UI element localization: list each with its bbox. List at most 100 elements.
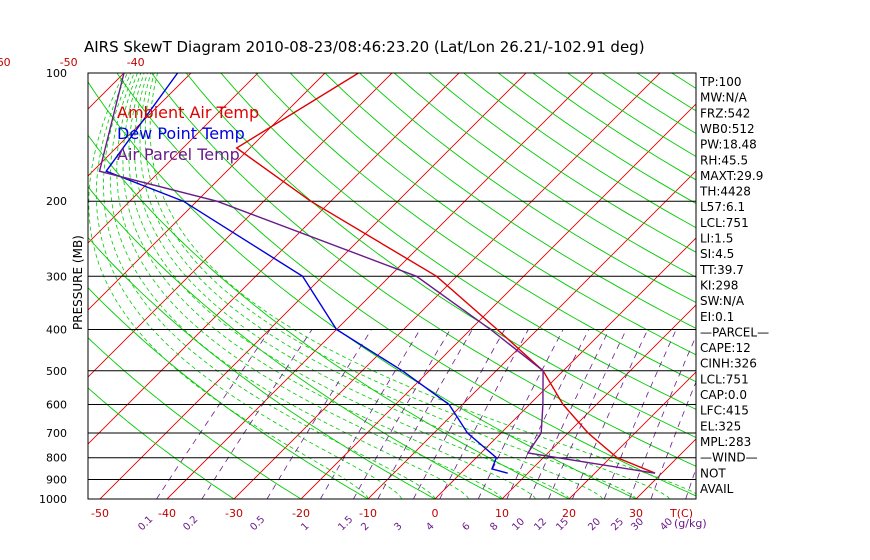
mixing-ratio-label: 0.2	[181, 514, 200, 533]
stat-item: LFC:415	[700, 404, 749, 418]
pressure-tick-label: 200	[46, 195, 67, 208]
mixing-ratio-line	[603, 329, 677, 499]
isotherm-line	[837, 73, 870, 499]
dry-adiabat-line	[394, 73, 696, 278]
stat-item: CAP:0.0	[700, 388, 747, 402]
chart-title: AIRS SkewT Diagram 2010-08-23/08:46:23.2…	[84, 38, 645, 56]
mixing-ratio-label: 25	[609, 516, 626, 533]
dry-adiabat-line	[116, 73, 696, 497]
mixing-ratio-label: 1	[299, 521, 311, 533]
mixing-ratio-label: 10	[510, 516, 527, 533]
stat-item: LCL:751	[700, 216, 749, 230]
bottom-temp-label: 10	[495, 507, 509, 520]
mixing-ratio-label: 8	[488, 521, 500, 533]
dry-adiabat-line	[324, 73, 696, 329]
pressure-tick-label: 300	[46, 270, 67, 283]
pressure-tick-label: 500	[46, 365, 67, 378]
y-axis-label: PRESSURE (MB)	[71, 235, 85, 330]
dry-adiabat-line	[88, 337, 302, 499]
stat-item: MW:N/A	[700, 91, 748, 105]
mixing-ratio-line	[629, 335, 696, 499]
isotherm-line	[300, 103, 696, 499]
mixing-ratio-label: 6	[460, 521, 472, 533]
mixing-ratio-label: 4	[424, 521, 436, 533]
stat-item: RH:45.5	[700, 153, 748, 167]
mixing-ratio-label: 1.5	[336, 514, 355, 533]
moist-adiabat-line	[149, 73, 696, 495]
legend-entry: Air Parcel Temp	[117, 145, 240, 164]
dry-adiabat-line	[498, 73, 696, 205]
moist-adiabat-line	[128, 73, 570, 499]
bottom-temp-label: -20	[292, 507, 310, 520]
stat-item: NOT	[700, 466, 726, 480]
stat-item: EL:325	[700, 419, 741, 433]
dry-adiabat-line	[289, 73, 696, 356]
mixing-ratio-line	[320, 329, 421, 499]
stat-item: LI:1.5	[700, 232, 733, 246]
stat-item: L57:6.1	[700, 200, 745, 214]
isotherm-line	[501, 304, 696, 499]
profile-ambient-air-temp	[235, 73, 656, 474]
bottom-temp-label: 20	[562, 507, 576, 520]
dry-adiabat-line	[151, 73, 696, 467]
top-temp-label: -50	[60, 56, 78, 69]
stat-item: TP:100	[699, 75, 742, 89]
top-temp-label: -40	[127, 56, 145, 69]
pressure-tick-label: 600	[46, 398, 67, 411]
moist-adiabat-line	[139, 73, 637, 499]
legend-entry: Dew Point Temp	[117, 124, 245, 143]
moist-adiabat-line	[122, 73, 536, 499]
legend-entry: Ambient Air Temp	[117, 103, 259, 122]
dry-adiabat-line	[88, 387, 235, 499]
pressure-tick-label: 800	[46, 452, 67, 465]
pressure-tick-label: 1000	[39, 493, 67, 506]
dry-adiabat-line	[88, 186, 503, 499]
stat-item: PW:18.48	[700, 138, 757, 152]
isotherm-line	[434, 237, 696, 499]
isotherm-line	[568, 371, 696, 499]
mixing-ratio-line	[377, 329, 473, 499]
stat-item: AVAIL	[700, 482, 734, 496]
stat-item: CINH:326	[700, 357, 757, 371]
dry-adiabat-line	[88, 287, 369, 499]
pressure-tick-label: 400	[46, 323, 67, 336]
isotherm-line	[88, 73, 460, 445]
mixing-ratio-label: 2	[359, 521, 371, 533]
pressure-tick-label: 100	[46, 67, 67, 80]
isotherm-line	[88, 73, 192, 177]
bottom-temp-label: 0	[432, 507, 439, 520]
profile-air-parcel-temp	[98, 73, 656, 474]
isotherm-line	[166, 73, 594, 499]
stat-item: —WIND—	[700, 451, 758, 465]
pressure-tick-label: 900	[46, 474, 67, 487]
temp-unit-label: T(C)	[669, 507, 693, 520]
dry-adiabat-line	[220, 73, 696, 410]
dry-adiabat-line	[463, 73, 696, 229]
isotherm-line	[88, 73, 326, 311]
isotherm-line	[88, 73, 259, 244]
mixing-ratio-label: 12	[532, 516, 549, 533]
bottom-temp-label: 30	[629, 507, 643, 520]
moist-adiabat-line	[109, 73, 469, 499]
stat-item: WB0:512	[700, 122, 755, 136]
moist-adiabat-line	[144, 73, 670, 499]
isotherm-line	[88, 73, 393, 378]
moist-adiabat-line	[134, 73, 603, 499]
stat-item: SI:4.5	[700, 247, 734, 261]
stat-item: CAPE:12	[700, 341, 751, 355]
dry-adiabat-line	[255, 73, 696, 383]
mixing-ratio-label: 0.1	[136, 514, 155, 533]
mixing-ratio-label: 0.5	[248, 514, 267, 533]
stat-item: MAXT:29.9	[700, 169, 763, 183]
dry-adiabat-line	[359, 73, 696, 304]
bottom-temp-label: -40	[158, 507, 176, 520]
bottom-temp-label: -30	[225, 507, 243, 520]
stat-item: FRZ:542	[700, 106, 750, 120]
moist-adiabat-line	[88, 73, 369, 499]
bottom-temp-label: -50	[91, 507, 109, 520]
stat-item: TH:4428	[699, 185, 751, 199]
stat-item: TT:39.7	[699, 263, 744, 277]
mixing-ratio-label: 20	[586, 516, 603, 533]
plot-frame	[87, 72, 697, 500]
